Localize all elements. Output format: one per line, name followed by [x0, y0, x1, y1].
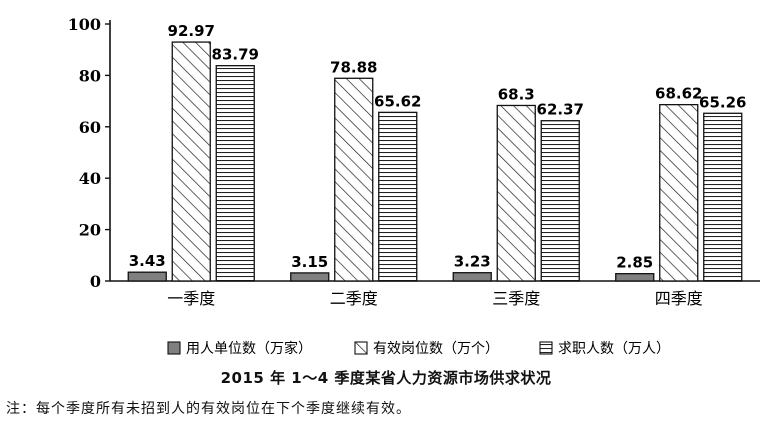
data-label: 83.79 — [212, 46, 259, 64]
bar — [215, 65, 255, 282]
bar — [334, 77, 374, 282]
legend-swatch — [539, 341, 553, 355]
x-tick-label: 二季度 — [330, 289, 378, 308]
bar — [127, 271, 167, 282]
x-tick-label: 一季度 — [167, 289, 215, 308]
legend-swatch — [354, 341, 368, 355]
bar — [452, 272, 492, 282]
x-tick-label: 四季度 — [655, 289, 703, 308]
y-tick-label: 80 — [79, 66, 101, 85]
legend-label: 用人单位数（万家） — [186, 340, 312, 357]
data-label: 68.3 — [498, 85, 535, 103]
data-label: 68.62 — [655, 85, 702, 103]
data-label: 65.62 — [374, 92, 421, 110]
legend-label: 有效岗位数（万个） — [373, 341, 499, 357]
bar — [171, 41, 211, 282]
bar — [378, 111, 418, 282]
y-tick-label: 100 — [68, 15, 101, 34]
legend-swatch — [167, 341, 181, 355]
axes: 0 20 40 60 80 100 一季度 二季度 三季度 四季度 — [68, 15, 760, 308]
bar — [703, 112, 743, 282]
bar — [615, 273, 655, 282]
y-tick-label: 40 — [79, 169, 101, 188]
data-label: 3.43 — [129, 252, 166, 270]
y-tick-label: 0 — [90, 272, 101, 291]
chart-title: 2015 年 1～4 季度某省人力资源市场供求状况 — [220, 369, 552, 387]
data-label: 62.37 — [537, 101, 584, 119]
bar — [496, 104, 536, 282]
data-labels: 3.43 92.97 83.79 3.15 78.88 65.62 3.23 68.362.3… — [129, 22, 747, 272]
y-tick-label: 60 — [79, 118, 101, 137]
bars — [127, 41, 743, 282]
footnote: 注：每个季度所有未招到人的有效岗位在下个季度继续有效。 — [6, 401, 411, 417]
bar — [659, 103, 699, 282]
data-label: 2.85 — [616, 254, 653, 272]
y-tick-label: 20 — [79, 221, 101, 240]
data-label: 65.26 — [699, 93, 746, 111]
data-label: 3.15 — [291, 253, 328, 271]
data-label: 3.23 — [454, 253, 491, 271]
bar — [540, 120, 580, 282]
bar — [290, 272, 330, 282]
data-label: 78.88 — [330, 58, 377, 76]
legend: 用人单位数（万家） 有效岗位数（万个） 求职人数（万人） — [167, 340, 670, 357]
x-tick-label: 三季度 — [492, 289, 540, 308]
legend-label: 求职人数（万人） — [558, 341, 670, 357]
data-label: 92.97 — [168, 22, 215, 40]
